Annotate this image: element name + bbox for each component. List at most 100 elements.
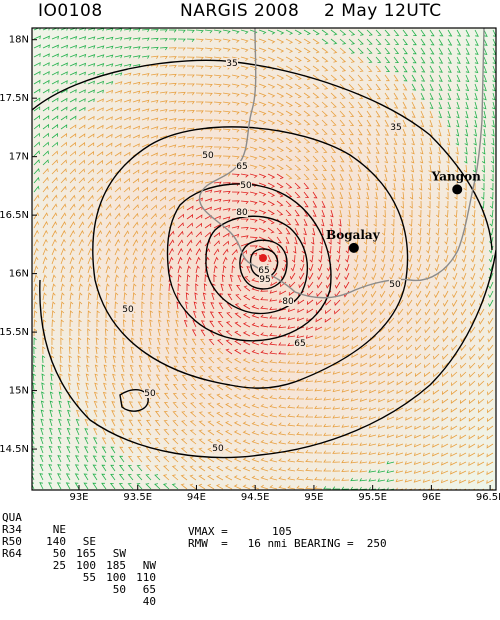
wind-barb	[459, 416, 467, 422]
wind-barb	[136, 456, 143, 463]
wind-barb	[402, 146, 406, 155]
wind-barb	[207, 438, 215, 445]
wind-barb	[60, 71, 68, 76]
wind-barb	[330, 173, 336, 181]
wind-barb	[416, 272, 422, 281]
wind-barb	[42, 274, 48, 283]
wind-barb	[345, 245, 350, 254]
wind-barb	[406, 308, 413, 316]
wind-barb	[96, 115, 104, 121]
wind-barb	[105, 283, 110, 292]
wind-barb	[459, 452, 467, 458]
contour-50-west	[39, 249, 496, 459]
wind-barb	[395, 425, 404, 430]
wind-barb	[251, 457, 260, 463]
wind-barb	[294, 155, 302, 162]
wind-barb	[141, 134, 150, 139]
wind-barb	[231, 29, 240, 34]
wind-barb	[33, 337, 37, 346]
wind-barb	[296, 360, 305, 365]
wind-barb	[469, 353, 476, 361]
wind-barb	[172, 393, 179, 400]
wind-barb	[60, 247, 66, 256]
wind-barb	[251, 376, 260, 382]
wind-barb	[456, 38, 462, 46]
wind-barb	[348, 65, 355, 72]
wind-barb	[406, 290, 413, 298]
wind-barb	[392, 164, 397, 173]
wind-barb	[60, 62, 68, 67]
wind-barb	[251, 331, 260, 337]
wind-barb	[249, 191, 258, 196]
wind-barb	[402, 38, 408, 45]
wind-barb	[434, 263, 440, 272]
wind-barb	[373, 218, 377, 227]
wind-barb	[332, 468, 341, 472]
wind-barb	[366, 182, 370, 191]
city-marker	[348, 242, 359, 253]
wind-barb	[123, 186, 130, 193]
contour-label: 65	[258, 266, 269, 276]
wind-barb	[240, 47, 249, 53]
wind-barb	[141, 99, 150, 104]
wind-barb	[368, 424, 377, 429]
wind-barb	[168, 153, 177, 157]
wind-barb	[483, 65, 488, 74]
wind-barb	[323, 344, 332, 349]
wind-barb	[222, 74, 231, 79]
wind-barb	[87, 151, 94, 157]
wind-barb	[294, 65, 302, 72]
wind-barb	[78, 185, 85, 193]
wind-barb	[207, 474, 215, 481]
wind-barb	[222, 256, 228, 265]
wind-barb	[225, 393, 233, 400]
wind-barb	[419, 164, 423, 173]
wind-barb	[33, 150, 40, 157]
wind-barb	[85, 364, 90, 373]
wind-barb	[312, 209, 317, 217]
wind-barb	[276, 164, 284, 171]
wind-barb	[166, 328, 170, 337]
wind-barb	[359, 433, 368, 438]
wind-barb	[60, 159, 67, 166]
wind-barb	[129, 383, 134, 391]
wind-barb	[141, 152, 149, 157]
wind-barb	[207, 375, 215, 382]
wind-barb	[351, 371, 359, 376]
wind-barb	[242, 484, 251, 490]
wind-barb	[350, 424, 359, 429]
wind-barb	[429, 92, 434, 100]
wind-barb	[208, 348, 215, 355]
wind-barb	[168, 109, 177, 113]
wind-barb	[419, 182, 423, 191]
wind-barb	[186, 162, 195, 167]
wind-barb	[442, 353, 449, 360]
wind-barb	[112, 355, 117, 364]
city-label: Bogalay	[326, 228, 381, 242]
wind-barb	[384, 47, 391, 54]
wind-barb	[141, 239, 148, 247]
wind-barb	[231, 155, 240, 160]
wind-barb	[269, 306, 278, 310]
wind-barb	[168, 47, 177, 51]
wind-barb	[242, 394, 251, 400]
wind-barb	[276, 173, 284, 180]
wind-barb	[461, 281, 467, 290]
wind-barb	[296, 476, 305, 481]
wind-barb	[473, 119, 478, 128]
wind-barb	[299, 263, 305, 272]
wind-barb	[468, 452, 476, 458]
wind-barb	[118, 483, 125, 490]
wind-barb	[357, 110, 363, 117]
wind-barb	[402, 74, 408, 82]
wind-barb	[186, 92, 195, 96]
wind-barb	[445, 173, 450, 182]
wind-barb	[233, 448, 242, 454]
wind-barb	[464, 137, 468, 146]
wind-barb	[229, 274, 234, 283]
wind-barb	[233, 376, 242, 382]
wind-barb	[303, 218, 308, 226]
wind-barb	[42, 53, 50, 58]
wind-barb	[258, 191, 267, 197]
contour-label: 50	[202, 151, 214, 161]
